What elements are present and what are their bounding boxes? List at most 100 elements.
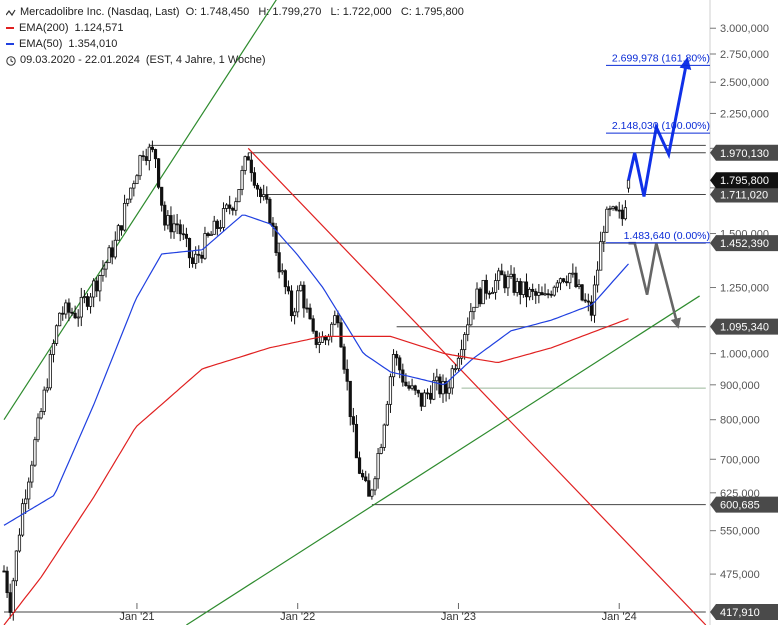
candle[interactable] <box>475 282 479 308</box>
candle[interactable] <box>231 206 235 216</box>
candle[interactable] <box>70 307 74 316</box>
candle[interactable] <box>61 306 65 321</box>
candle[interactable] <box>583 293 587 304</box>
candle[interactable] <box>490 287 495 295</box>
candle[interactable] <box>599 231 603 271</box>
candle[interactable] <box>500 263 504 276</box>
candle[interactable] <box>302 281 306 318</box>
candle[interactable] <box>432 372 436 401</box>
candle[interactable] <box>82 289 86 304</box>
projection-up-path[interactable] <box>627 57 692 197</box>
candle[interactable] <box>558 277 563 291</box>
candle[interactable] <box>175 213 179 235</box>
candle[interactable] <box>178 219 182 242</box>
candle[interactable] <box>571 263 575 278</box>
candle[interactable] <box>113 231 117 260</box>
candle[interactable] <box>435 368 439 391</box>
downtrend-line[interactable] <box>247 147 707 625</box>
candle[interactable] <box>14 550 18 586</box>
candle[interactable] <box>543 283 547 296</box>
candle[interactable] <box>336 310 340 328</box>
candle[interactable] <box>620 204 624 226</box>
candle[interactable] <box>447 379 451 400</box>
candle[interactable] <box>255 182 260 197</box>
candle[interactable] <box>574 266 578 289</box>
candle[interactable] <box>333 310 337 326</box>
candle[interactable] <box>339 316 343 348</box>
candle[interactable] <box>181 224 185 240</box>
candle[interactable] <box>200 251 204 264</box>
candle[interactable] <box>577 279 581 290</box>
candle[interactable] <box>228 195 232 215</box>
candle[interactable] <box>224 203 229 213</box>
candle[interactable] <box>568 272 572 290</box>
candle[interactable] <box>376 448 380 489</box>
candle[interactable] <box>595 261 600 293</box>
candle[interactable] <box>98 274 102 302</box>
candle[interactable] <box>218 219 223 232</box>
candle[interactable] <box>425 388 430 400</box>
candle[interactable] <box>481 279 485 305</box>
candle[interactable] <box>33 436 37 467</box>
candle[interactable] <box>221 202 226 232</box>
candle[interactable] <box>395 350 399 366</box>
candle[interactable] <box>206 231 210 238</box>
candle[interactable] <box>379 443 383 455</box>
candle[interactable] <box>478 287 482 307</box>
candle[interactable] <box>311 315 315 334</box>
candle[interactable] <box>367 473 371 497</box>
candle[interactable] <box>506 270 510 296</box>
candle[interactable] <box>512 267 516 296</box>
candle[interactable] <box>39 408 43 420</box>
candle[interactable] <box>126 198 130 207</box>
candle[interactable] <box>54 324 59 346</box>
candle[interactable] <box>209 231 213 236</box>
candle[interactable] <box>484 274 488 300</box>
candle[interactable] <box>283 269 287 295</box>
candle[interactable] <box>623 200 628 221</box>
candle[interactable] <box>614 205 618 212</box>
candle[interactable] <box>388 373 393 413</box>
candle[interactable] <box>521 281 525 298</box>
candle[interactable] <box>466 317 470 342</box>
ema50-line[interactable] <box>3 214 629 526</box>
candle[interactable] <box>24 489 28 514</box>
candle[interactable] <box>243 155 247 175</box>
candle[interactable] <box>286 280 291 295</box>
candle[interactable] <box>493 273 498 300</box>
candle[interactable] <box>441 374 445 403</box>
candle[interactable] <box>497 267 501 290</box>
candle[interactable] <box>166 210 170 230</box>
candle[interactable] <box>370 488 374 500</box>
candle[interactable] <box>237 189 241 203</box>
candle[interactable] <box>611 205 615 211</box>
candle[interactable] <box>373 476 377 496</box>
candle[interactable] <box>27 477 31 510</box>
candle[interactable] <box>92 278 96 308</box>
candle[interactable] <box>361 469 365 481</box>
candle[interactable] <box>308 303 312 320</box>
candle[interactable] <box>187 237 192 269</box>
candle[interactable] <box>274 222 278 256</box>
candle[interactable] <box>64 299 68 319</box>
candle[interactable] <box>487 290 491 299</box>
candle[interactable] <box>240 165 244 196</box>
candle[interactable] <box>135 174 139 185</box>
candle[interactable] <box>617 201 621 219</box>
candle[interactable] <box>153 148 158 169</box>
candle[interactable] <box>172 214 176 239</box>
candle[interactable] <box>122 194 127 232</box>
candle[interactable] <box>246 152 250 161</box>
candle[interactable] <box>357 451 362 475</box>
candle[interactable] <box>527 287 532 301</box>
candle[interactable] <box>407 381 411 391</box>
candle[interactable] <box>354 415 359 459</box>
candle[interactable] <box>101 260 105 282</box>
candle[interactable] <box>150 140 154 153</box>
candle[interactable] <box>561 277 566 284</box>
candle[interactable] <box>289 285 294 322</box>
candle[interactable] <box>385 400 389 427</box>
candle[interactable] <box>95 277 99 298</box>
candle[interactable] <box>602 225 606 252</box>
